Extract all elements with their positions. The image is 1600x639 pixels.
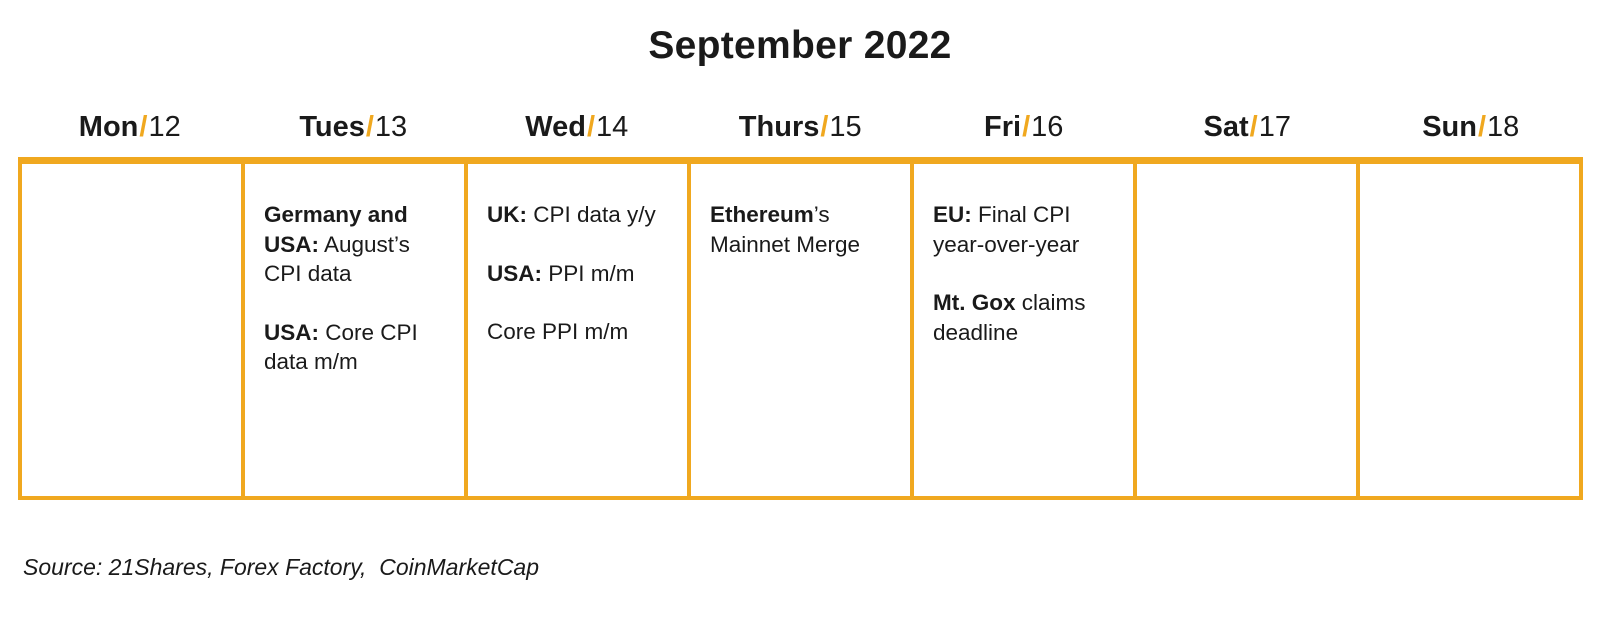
day-separator: /: [586, 111, 595, 143]
event-label: EU:: [933, 202, 972, 227]
day-separator: /: [820, 111, 829, 143]
day-name: Sun: [1422, 111, 1477, 143]
day-cell-sun: [1360, 164, 1579, 496]
event-text: Final CPI year-over-year: [933, 202, 1080, 257]
event-text: CPI data y/y: [527, 202, 656, 227]
calendar-title: September 2022: [648, 24, 952, 67]
day-name: Sat: [1203, 111, 1249, 143]
calendar-event: EU: Final CPI year-over-year: [933, 200, 1119, 259]
day-header-sun: Sun/18: [1359, 105, 1583, 149]
event-label: USA:: [487, 260, 542, 286]
day-name: Fri: [984, 111, 1022, 143]
day-name: Thurs: [738, 111, 820, 143]
day-number: 14: [596, 111, 629, 143]
day-cell-sat: [1137, 164, 1360, 496]
day-separator: /: [1022, 111, 1031, 143]
calendar-grid: Germany and USA: August’s CPI data USA: …: [18, 157, 1583, 500]
day-cell-wed: UK: CPI data y/y USA: PPI m/m Core PPI m…: [468, 164, 691, 496]
day-number: 16: [1031, 111, 1064, 143]
day-header-mon: Mon/12: [18, 105, 242, 149]
day-cell-fri: EU: Final CPI year-over-year Mt. Gox cla…: [914, 164, 1137, 496]
day-header-tue: Tues/13: [242, 105, 466, 149]
event-text: August’s CPI data: [264, 231, 410, 287]
day-header-sat: Sat/17: [1136, 105, 1360, 149]
event-text: Core CPI data m/m: [264, 319, 418, 375]
day-number: 13: [374, 111, 408, 143]
day-number: 18: [1487, 111, 1520, 143]
event-label: UK:: [487, 202, 527, 227]
calendar-event: Mt. Gox claims deadline: [933, 288, 1119, 347]
day-separator: /: [1477, 111, 1487, 143]
day-name: Tues: [299, 111, 365, 143]
day-name: Wed: [525, 111, 586, 143]
day-number: 12: [148, 111, 181, 143]
event-label: USA:: [264, 319, 319, 345]
event-text: Core PPI m/m: [487, 319, 629, 344]
day-header-wed: Wed/14: [465, 105, 689, 149]
event-label: Mt. Gox: [933, 290, 1016, 315]
source-note: Source: 21Shares, Forex Factory, CoinMar…: [23, 554, 540, 580]
event-label: Ethereum: [710, 202, 814, 227]
calendar-event: UK: CPI data y/y: [487, 200, 673, 230]
day-header-fri: Fri/16: [912, 105, 1136, 149]
calendar-event: USA: Core CPI data m/m: [264, 318, 450, 377]
event-text: claims deadline: [933, 290, 1086, 345]
event-label: Germany and USA:: [264, 202, 408, 257]
day-cell-thu: Ethereum’s Mainnet Merge: [691, 164, 914, 496]
day-number: 15: [829, 111, 862, 143]
calendar-event: Ethereum’s Mainnet Merge: [710, 200, 896, 259]
day-cell-tue: Germany and USA: August’s CPI data USA: …: [245, 164, 468, 496]
event-text: ’s Mainnet Merge: [710, 202, 861, 257]
day-header-thu: Thurs/15: [689, 105, 913, 149]
day-number: 17: [1258, 111, 1291, 143]
calendar-event: Core PPI m/m: [487, 317, 673, 347]
day-headers: Mon/12 Tues/13 Wed/14 Thurs/15 Fri/16 Sa…: [18, 105, 1583, 149]
day-separator: /: [1249, 111, 1258, 143]
event-text: PPI m/m: [542, 260, 635, 286]
day-separator: /: [139, 111, 148, 143]
calendar-event: Germany and USA: August’s CPI data: [264, 200, 450, 289]
day-separator: /: [365, 111, 374, 143]
day-name: Mon: [78, 111, 139, 143]
calendar-event: USA: PPI m/m: [487, 259, 673, 289]
day-cell-mon: [22, 164, 245, 496]
